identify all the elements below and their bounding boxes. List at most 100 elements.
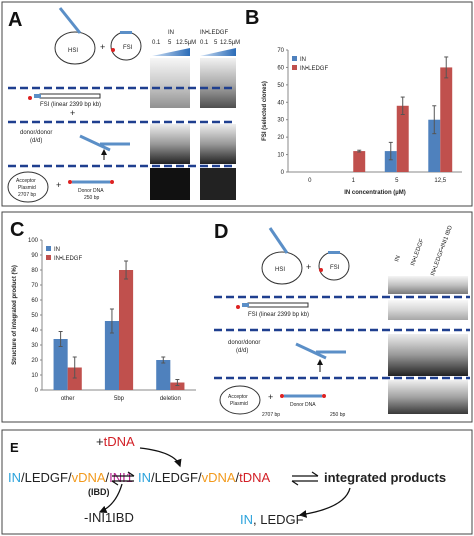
gel: [200, 58, 236, 108]
sep: /: [21, 470, 25, 485]
dna: [58, 7, 82, 34]
x-tick-label: 5bp: [114, 396, 125, 402]
conc: 12.5µM: [176, 40, 196, 46]
added: +tDNA: [96, 434, 135, 449]
sep: /: [106, 470, 110, 485]
plus: +: [100, 42, 105, 52]
label: Donor DNA: [290, 402, 316, 408]
dna: [242, 303, 249, 307]
label: FSI (linear 2399 bp kb): [248, 312, 309, 318]
label: FSI: [330, 265, 340, 271]
y-tick-label: 20: [277, 135, 284, 141]
products: integrated products: [324, 470, 446, 485]
bar: [156, 360, 171, 390]
label: Donor DNA: [78, 188, 104, 194]
label: FSI: [123, 45, 133, 51]
plus: +: [268, 392, 273, 402]
gel: [200, 124, 236, 164]
panel-letter: D: [214, 221, 228, 243]
label: Acceptor: [16, 178, 36, 184]
error-bar: [124, 260, 129, 280]
label: HSI: [68, 48, 78, 54]
error-bar: [175, 379, 180, 386]
dna: [120, 31, 132, 34]
dot: [28, 96, 32, 100]
dna: [295, 342, 327, 360]
panel-frame: [1, 1, 473, 207]
error-bar: [161, 356, 166, 364]
dna: [34, 94, 41, 98]
bar: [440, 67, 453, 172]
y-tick-label: 40: [277, 100, 284, 106]
panel-a: A HSI + FSI IN IN•LEDGF 0.1 5 12.5µM 0.1…: [7, 7, 240, 203]
y-tick-label: 50: [31, 313, 38, 319]
bar: [428, 119, 441, 172]
gel: [150, 124, 190, 164]
x-axis-label: IN concentration (µM): [344, 190, 405, 196]
x-tick-label: 5: [395, 178, 399, 184]
bar: [353, 151, 366, 172]
dot: [319, 268, 323, 272]
bar: [119, 270, 134, 390]
plasmid: [261, 251, 303, 285]
y-tick-label: 10: [277, 153, 284, 159]
y-tick-label: 100: [28, 238, 39, 244]
tdna: tDNA: [104, 434, 135, 449]
ledgf: LEDGF: [155, 470, 198, 485]
dna: [328, 251, 340, 254]
sign: +: [96, 434, 104, 449]
panel-frame: [1, 211, 473, 423]
y-tick-label: 40: [31, 328, 38, 334]
equilibrium: [111, 471, 135, 486]
plasmid: [54, 31, 96, 65]
x-tick-label: deletion: [160, 396, 181, 402]
y-tick-label: 90: [31, 253, 38, 259]
gel: [388, 380, 468, 414]
gel: [200, 168, 236, 200]
sep: /: [151, 470, 155, 485]
x-tick-label: 0: [308, 178, 312, 184]
wedge: [200, 48, 236, 56]
y-tick-label: 80: [31, 268, 38, 274]
vdna: vDNA: [202, 470, 236, 485]
error-bar: [58, 331, 63, 347]
lane-label: IN•LEDGF: [200, 30, 228, 36]
y-tick-label: 70: [277, 48, 284, 54]
legend-swatch: [292, 56, 297, 61]
dot: [111, 48, 115, 52]
panel-letter: E: [10, 440, 19, 455]
plasmid: [219, 385, 261, 415]
dot: [322, 394, 326, 398]
y-tick-label: 20: [31, 358, 38, 364]
bar: [396, 105, 409, 172]
label: donor/donor: [228, 340, 260, 346]
bar: [104, 321, 119, 390]
bar: [53, 339, 68, 390]
y-tick-label: 50: [277, 83, 284, 89]
label: FSI (linear 2399 bp kb): [40, 102, 101, 108]
in: IN: [138, 470, 151, 485]
release: -INI1IBD: [84, 510, 134, 525]
legend-label: IN•LEDGF: [300, 66, 328, 72]
sep: /: [236, 470, 240, 485]
free: IN, LEDGF: [240, 512, 304, 527]
label: 250 bp: [84, 195, 100, 201]
equilibrium: [291, 471, 319, 486]
sep: /: [198, 470, 202, 485]
conc: 5: [214, 40, 218, 46]
gel: [388, 334, 468, 376]
gel: [388, 276, 468, 294]
legend-label: IN•LEDGF: [54, 256, 82, 262]
lane-label: IN•LEDGF•INI1 IBD: [430, 224, 454, 276]
sep: /: [68, 470, 72, 485]
in: IN: [240, 512, 253, 527]
ledgf: , LEDGF: [253, 512, 304, 527]
x-tick-label: other: [61, 396, 75, 402]
panel-letter: A: [8, 9, 22, 31]
plus: +: [70, 108, 75, 118]
lane-label: IN: [394, 255, 402, 263]
plus: +: [56, 180, 61, 190]
panel-letter: B: [245, 7, 259, 29]
dna: [39, 93, 101, 99]
